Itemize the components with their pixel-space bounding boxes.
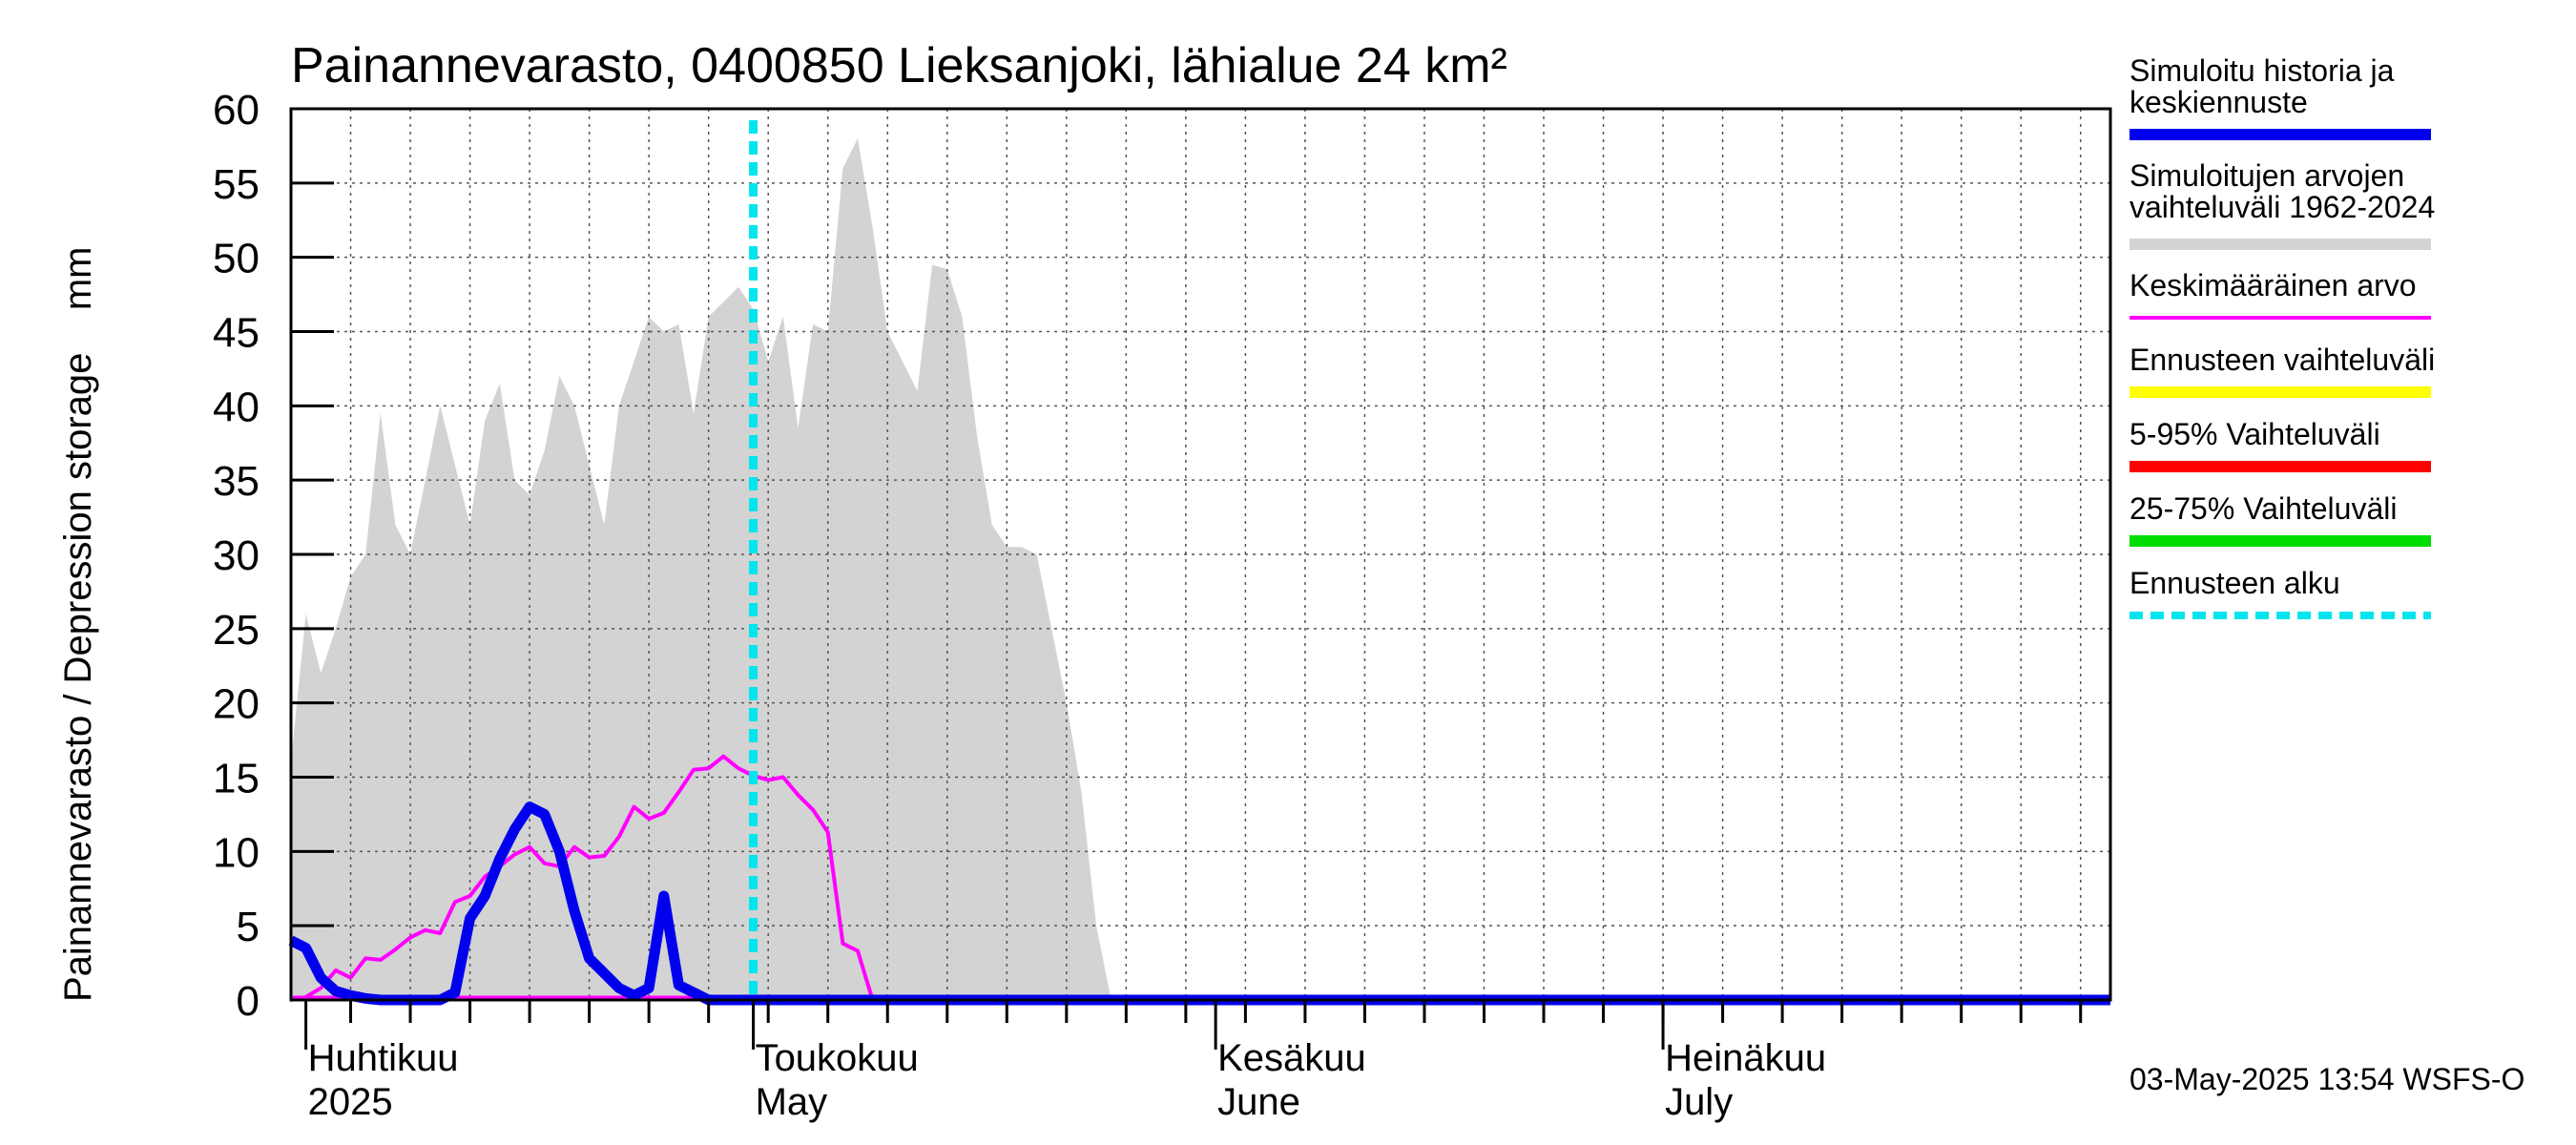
chart-title: Painannevarasto, 0400850 Lieksanjoki, lä… bbox=[291, 38, 1507, 94]
y-tick-label: 15 bbox=[213, 756, 260, 802]
y-tick-label: 45 bbox=[213, 310, 260, 357]
legend-label-simulated-history-2: keskiennuste bbox=[2129, 85, 2308, 119]
x-month-label-secondary: June bbox=[1217, 1081, 1300, 1123]
x-month-label-secondary: July bbox=[1665, 1081, 1733, 1123]
legend-label-mean: Keskimääräinen arvo bbox=[2129, 268, 2417, 302]
x-month-label-secondary: May bbox=[756, 1081, 828, 1123]
y-tick-label: 0 bbox=[237, 978, 260, 1025]
grid-layer bbox=[291, 109, 2110, 1000]
legend-label-range-1962-2024-2: vaihteluväli 1962-2024 bbox=[2129, 190, 2435, 224]
y-tick-label: 20 bbox=[213, 681, 260, 728]
y-axis-label: Painannevarasto / Depression storage mm bbox=[57, 246, 99, 1002]
y-tick-label: 50 bbox=[213, 236, 260, 282]
y-tick-label: 60 bbox=[213, 87, 260, 134]
y-tick-labels: 0 5 10 15 20 25 30 35 40 45 50 55 60 bbox=[213, 87, 260, 1025]
x-month-label: Huhtikuu bbox=[308, 1037, 459, 1079]
y-tick-label: 35 bbox=[213, 458, 260, 505]
legend-label-5-95: 5-95% Vaihteluväli bbox=[2129, 417, 2380, 451]
y-tick-label: 40 bbox=[213, 384, 260, 430]
y-tick-label: 10 bbox=[213, 829, 260, 876]
legend-label-forecast-range: Ennusteen vaihteluväli bbox=[2129, 343, 2435, 377]
x-month-label-secondary: 2025 bbox=[308, 1081, 393, 1123]
tick-layer bbox=[291, 107, 2083, 1050]
legend-label-forecast-start: Ennusteen alku bbox=[2129, 566, 2340, 600]
y-tick-label: 55 bbox=[213, 161, 260, 208]
x-month-label: Toukokuu bbox=[756, 1037, 919, 1079]
y-tick-label: 30 bbox=[213, 532, 260, 579]
band-layer bbox=[291, 138, 2110, 1001]
x-month-label: Kesäkuu bbox=[1217, 1037, 1366, 1079]
legend-label-simulated-history: Simuloitu historia ja bbox=[2129, 53, 2395, 88]
y-tick-label: 25 bbox=[213, 607, 260, 654]
series-mean-line bbox=[290, 754, 2110, 1002]
legend-label-25-75: 25-75% Vaihteluväli bbox=[2129, 491, 2397, 526]
legend: Simuloitu historia ja keskiennuste Simul… bbox=[2129, 53, 2435, 619]
footer-timestamp: 03-May-2025 13:54 WSFS-O bbox=[2129, 1062, 2524, 1096]
plot-area bbox=[288, 107, 2112, 1050]
series-range-band bbox=[291, 138, 2110, 1001]
y-tick-label: 5 bbox=[237, 904, 260, 950]
legend-label-range-1962-2024: Simuloitujen arvojen bbox=[2129, 158, 2404, 193]
x-month-label: Heinäkuu bbox=[1665, 1037, 1826, 1079]
